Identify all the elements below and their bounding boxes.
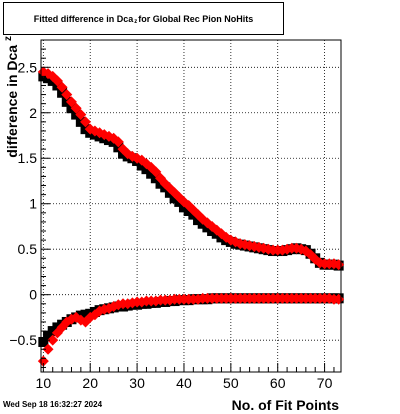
chart-title-suffix: for Global Rec Pion NoHits (138, 13, 254, 24)
data-point-red-diamond (305, 249, 317, 261)
data-point-red-diamond (65, 96, 77, 108)
x-tick-label: 70 (317, 375, 333, 391)
data-point-black-square (38, 336, 49, 347)
data-point-red-diamond (75, 109, 87, 121)
y-tick-label: 2 (29, 105, 37, 121)
data-point-red-diamond (70, 102, 82, 114)
y-axis-title-main: difference in Dca (4, 45, 20, 158)
chart-title-prefix: Fitted difference in Dca (33, 13, 134, 24)
y-tick-label: 1.5 (18, 150, 38, 166)
data-point-red-diamond (47, 334, 59, 346)
data-point-red-diamond (150, 166, 162, 178)
x-axis-title: No. of Fit Points (232, 397, 340, 413)
y-tick-label: 0.5 (18, 241, 38, 257)
data-point-red-diamond (42, 343, 54, 355)
x-tick-label: 50 (223, 375, 239, 391)
data-point-red-diamond (80, 116, 92, 128)
timestamp: Wed Sep 18 16:32:27 2024 (3, 400, 103, 409)
y-tick-label: 0 (29, 287, 37, 303)
y-tick-label: 1 (29, 196, 37, 212)
data-point-red-diamond (61, 89, 73, 101)
y-tick-label: 2.5 (18, 59, 38, 75)
axis-ticks (41, 39, 335, 372)
x-tick-label: 40 (176, 375, 192, 391)
x-tick-label: 20 (82, 375, 98, 391)
data-point-red-diamond (112, 136, 124, 148)
data-point-red-diamond (56, 81, 68, 93)
chart-title: Fitted difference in Dca z for Global Re… (3, 2, 284, 35)
x-tick-label: 10 (36, 375, 52, 391)
y-tick-label: −0.5 (9, 332, 37, 348)
chart-title-subscript: z (134, 18, 138, 25)
tick-labels: 10 20 30 40 50 60 70 −0.5 0 0.5 1 1.5 2 2.5 (9, 59, 332, 391)
y-axis-title: difference in Dca z (3, 36, 20, 158)
plot-frame (40, 39, 342, 373)
y-axis-title-subscript: z (3, 36, 14, 41)
data-point-red-diamond (51, 75, 63, 87)
x-tick-label: 60 (270, 375, 286, 391)
x-tick-label: 30 (129, 375, 145, 391)
data-marks (37, 66, 345, 367)
